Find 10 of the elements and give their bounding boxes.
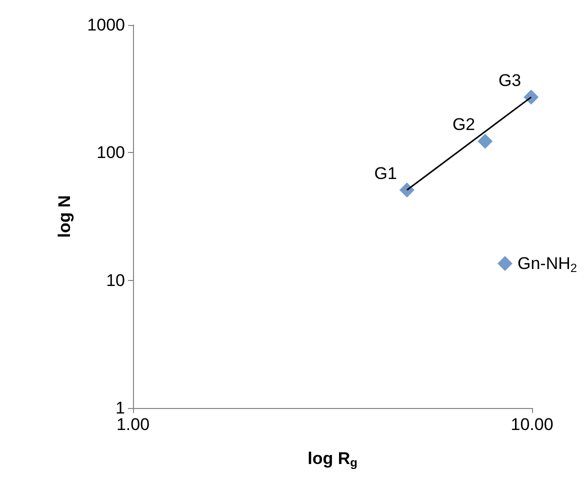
x-tick-label: 1.00	[116, 415, 150, 434]
y-tick-label: 1	[116, 398, 125, 418]
annotation: G3	[498, 71, 522, 90]
annotation: G1	[374, 164, 397, 183]
y-tick-label: 1000	[87, 16, 125, 34]
x-tick-label: 10.00	[510, 415, 554, 434]
annotation: G2	[452, 115, 476, 134]
y-tick-label: 100	[96, 143, 125, 162]
y-axis-title: log N	[55, 195, 74, 238]
y-tick-label: 10	[106, 270, 125, 290]
